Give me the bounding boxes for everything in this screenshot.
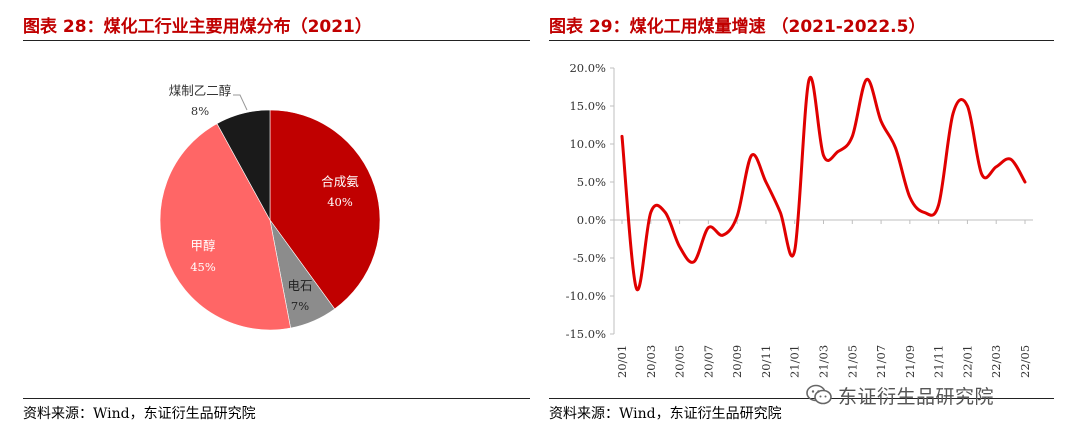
x-tick-label: 21/01 bbox=[788, 345, 802, 378]
series-line bbox=[620, 75, 1027, 292]
x-tick-label: 21/05 bbox=[845, 345, 859, 378]
x-tick-label: 22/01 bbox=[960, 345, 974, 378]
title-divider bbox=[549, 40, 1054, 41]
x-tick-label: 22/05 bbox=[1018, 345, 1032, 378]
pie-slice-name-2: 甲醇 bbox=[190, 238, 215, 253]
x-tick-label: 21/11 bbox=[932, 345, 946, 378]
watermark: 东证衍生品研究院 bbox=[806, 382, 1051, 408]
x-tick-label: 21/09 bbox=[903, 345, 917, 378]
pie-slice-value-2: 45% bbox=[190, 260, 216, 274]
watermark-text: 东证衍生品研究院 bbox=[838, 385, 995, 408]
line-chart-title: 图表 29：煤化工用煤量增速 （2021-2022.5） bbox=[549, 17, 926, 37]
y-tick-label: 15.0% bbox=[569, 99, 606, 113]
x-tick-label: 21/07 bbox=[874, 345, 888, 378]
line-chart-source: 资料来源：Wind，东证衍生品研究院 bbox=[549, 406, 782, 422]
y-tick-label: -15.0% bbox=[566, 327, 606, 341]
pie-chart: 合成氨 40% 电石 7% 甲醇 45% 煤制乙二醇 8% bbox=[159, 83, 381, 331]
x-tick-label: 20/05 bbox=[673, 345, 687, 378]
pie-slice-0 bbox=[269, 109, 381, 310]
y-tick-label: 10.0% bbox=[569, 137, 606, 151]
y-tick-label: 5.0% bbox=[577, 175, 606, 189]
x-tick-label: 20/11 bbox=[759, 345, 773, 378]
title-divider bbox=[23, 40, 530, 41]
pie-slice-2 bbox=[159, 123, 291, 331]
pie-slice-value-1: 7% bbox=[291, 299, 309, 313]
pie-leader-line bbox=[233, 94, 248, 111]
pie-slice-3 bbox=[216, 109, 271, 221]
pie-chart-title: 图表 28：煤化工行业主要用煤分布（2021） bbox=[23, 17, 372, 37]
pie-slice-name-3: 煤制乙二醇 bbox=[169, 83, 232, 98]
x-tick-label: 20/09 bbox=[730, 345, 744, 378]
line-chart-panel: 图表 29：煤化工用煤量增速 （2021-2022.5） 20.0% 15.0% 1… bbox=[545, 0, 1080, 443]
pie-chart-source: 资料来源：Wind，东证衍生品研究院 bbox=[23, 406, 256, 422]
pie-slice-name-1: 电石 bbox=[287, 278, 312, 293]
x-tick-label: 22/03 bbox=[989, 345, 1003, 378]
source-divider bbox=[549, 398, 1054, 399]
x-tick-label: 20/07 bbox=[701, 345, 715, 378]
pie-slice-value-0: 40% bbox=[327, 195, 353, 209]
y-tick-label: 0.0% bbox=[577, 213, 606, 227]
pie-chart-panel: 图表 28：煤化工行业主要用煤分布（2021） 合成氨 40% 电石 7% 甲醇 45% 煤… bbox=[0, 0, 530, 443]
y-tick-label: -10.0% bbox=[566, 289, 606, 303]
source-divider bbox=[23, 398, 530, 399]
x-tick-label: 20/03 bbox=[644, 345, 658, 378]
x-tick-label: 21/03 bbox=[817, 345, 831, 378]
line-chart: 20.0% 15.0% 10.0% 5.0% 0.0% -5.0% -10.0% -15.0%… bbox=[566, 61, 1033, 378]
wechat-icon bbox=[806, 384, 832, 406]
y-tick-label: -5.0% bbox=[573, 251, 606, 265]
pie-slice-value-3: 8% bbox=[191, 104, 209, 118]
y-tick-label: 20.0% bbox=[569, 61, 606, 75]
pie-slice-name-0: 合成氨 bbox=[321, 174, 359, 189]
x-tick-label: 20/01 bbox=[615, 345, 629, 378]
